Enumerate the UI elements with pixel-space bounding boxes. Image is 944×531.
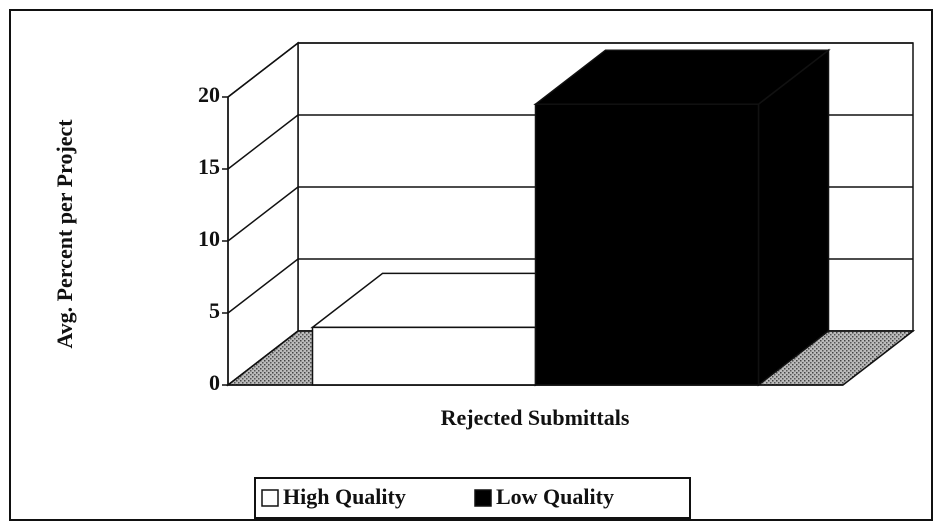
legend-swatch [261, 489, 279, 507]
plot-area: 0 5 10 15 20 [198, 41, 916, 395]
y-tick-label: 15 [198, 154, 220, 179]
y-axis-label: Avg. Percent per Project [52, 119, 77, 349]
x-category-label: Rejected Submittals [441, 405, 630, 430]
y-tick-label: 0 [209, 370, 220, 395]
bar [534, 103, 760, 386]
bar [311, 326, 537, 386]
grid-line [227, 42, 913, 98]
legend-label: High Quality [283, 484, 406, 509]
legend: High Quality Low Quality [254, 477, 691, 519]
legend-box [254, 477, 691, 519]
legend-swatch [474, 489, 492, 507]
y-tick-label: 5 [209, 298, 220, 323]
chart-border [9, 9, 933, 521]
y-tick-label: 10 [198, 226, 220, 251]
y-tick-label: 20 [198, 82, 220, 107]
bar-side [757, 48, 830, 387]
legend-label: Low Quality [496, 484, 614, 509]
